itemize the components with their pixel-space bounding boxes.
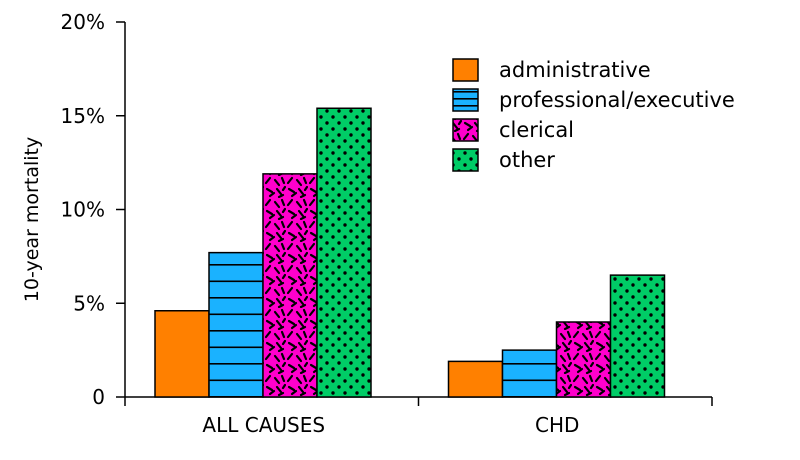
bar-other-all-causes <box>316 107 372 398</box>
y-tick-label: 0 <box>92 385 105 409</box>
x-tick-label: CHD <box>535 413 579 437</box>
legend-label: other <box>499 148 555 172</box>
y-axis-title: 10-year mortality <box>21 137 43 302</box>
bar-administrative-chd <box>447 360 504 398</box>
legend: administrative professional/executive cler… <box>452 58 735 172</box>
bar-other-chd <box>609 274 666 398</box>
bars <box>154 107 666 398</box>
legend-label: administrative <box>499 58 651 82</box>
legend-swatch <box>452 118 479 142</box>
y-tick-label: 15% <box>61 104 105 128</box>
legend-swatch <box>452 58 479 82</box>
x-tick-label: ALL CAUSES <box>202 413 325 437</box>
y-tick-label: 5% <box>73 291 105 315</box>
legend-swatch <box>452 148 479 172</box>
bar-professional-executive-all-causes <box>208 251 264 398</box>
y-tick-label: 10% <box>61 198 105 222</box>
bar-professional-executive-chd <box>501 349 558 398</box>
legend-swatch <box>452 88 479 112</box>
bar-clerical-chd <box>555 321 612 398</box>
bar-administrative-all-causes <box>154 310 210 398</box>
legend-label: professional/executive <box>499 88 735 112</box>
legend-label: clerical <box>499 118 574 142</box>
axes: 0 5% 10% 15% 20% 10-year mortality ALL CAUSES C… <box>21 10 713 437</box>
y-tick-label: 20% <box>61 10 105 34</box>
bar-clerical-all-causes <box>262 173 318 398</box>
